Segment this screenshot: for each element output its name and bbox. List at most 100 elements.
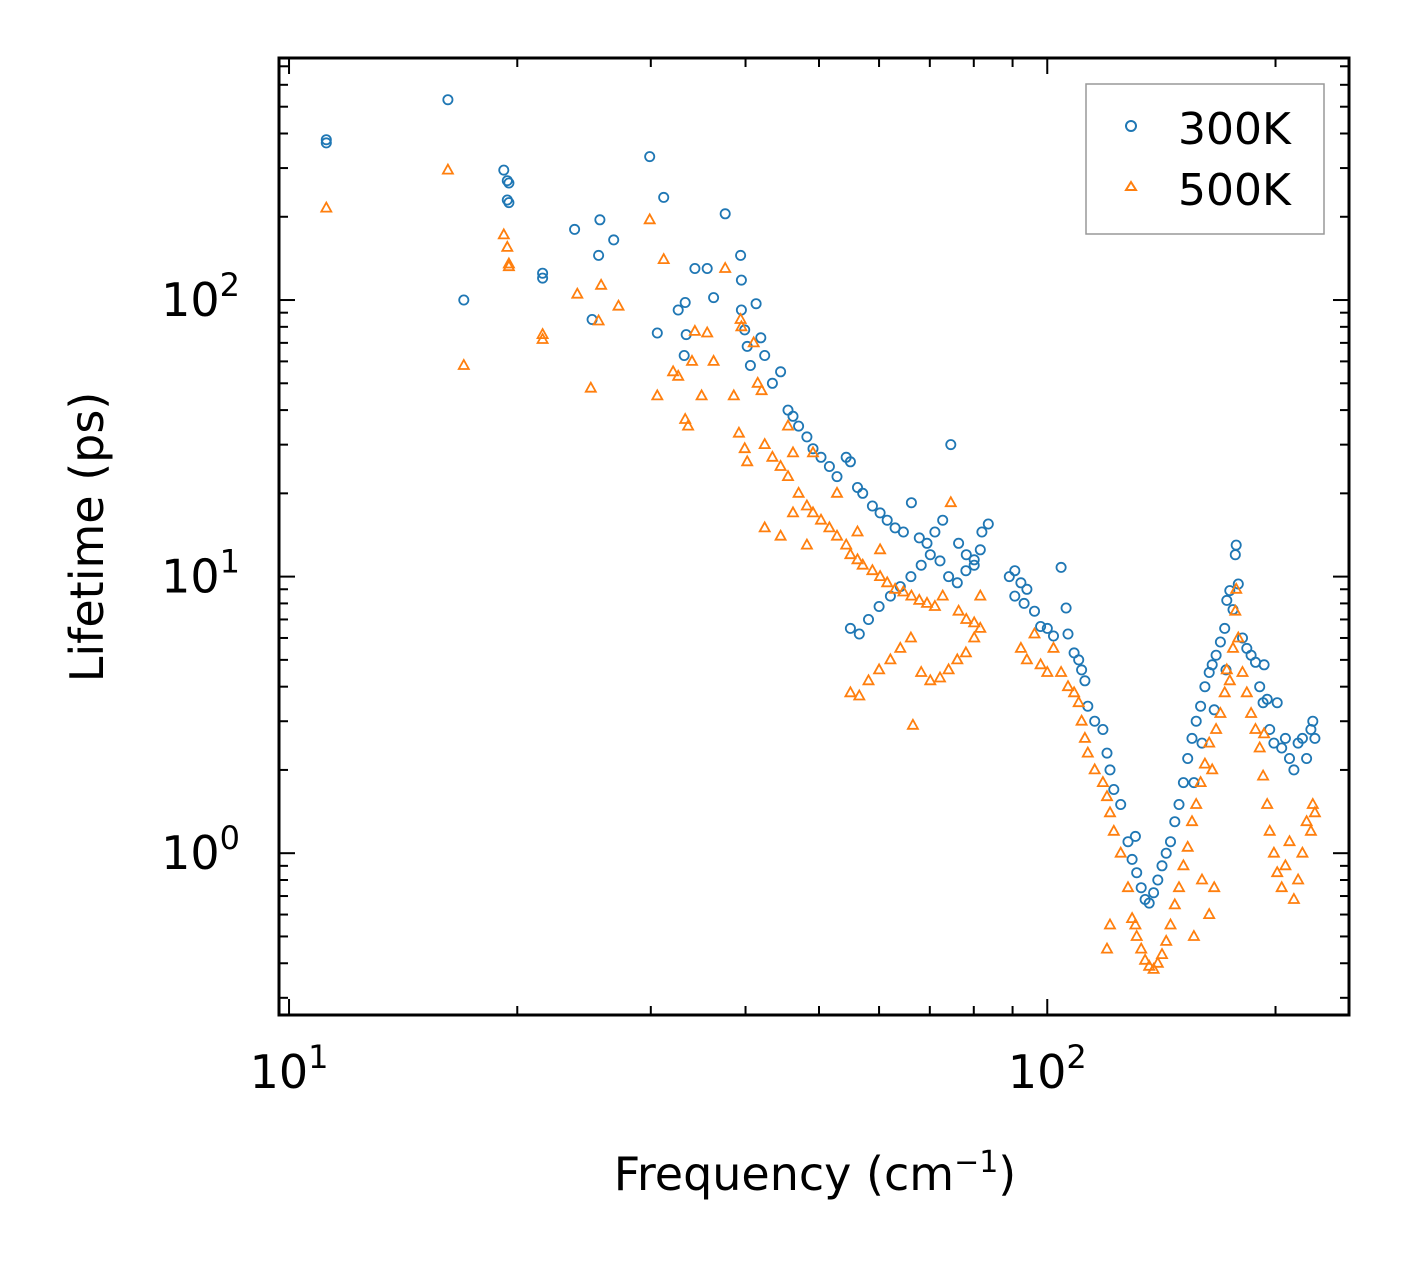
point-300k	[1156, 860, 1168, 872]
point-500k	[727, 388, 741, 401]
point-500k	[1223, 673, 1237, 686]
point-500k	[1282, 834, 1297, 847]
point-500k	[1209, 722, 1223, 734]
point-500k	[688, 324, 702, 336]
point-500k	[1207, 880, 1221, 893]
y-tick-label: 100	[161, 819, 240, 880]
point-500k	[611, 298, 626, 311]
point-300k	[644, 151, 656, 163]
point-300k	[951, 577, 963, 589]
point-500k	[1231, 630, 1245, 643]
point-300k	[1148, 887, 1160, 899]
point-300k	[442, 94, 454, 106]
point-500k	[1306, 797, 1320, 809]
point-500k	[814, 512, 828, 525]
x-tick-label: 101	[250, 1038, 329, 1099]
y-axis-label: Lifetime (ps)	[60, 392, 114, 683]
point-500k	[765, 449, 779, 462]
point-500k	[786, 445, 800, 458]
point-300k	[1214, 636, 1226, 648]
point-500k	[852, 688, 866, 701]
point-300k	[608, 234, 620, 246]
point-300k	[1206, 659, 1218, 671]
point-500k	[1176, 858, 1190, 871]
point-500k	[830, 528, 844, 541]
point-500k	[1195, 872, 1209, 885]
point-500k	[1300, 814, 1314, 827]
point-500k	[1213, 706, 1227, 718]
point-500k	[1198, 756, 1212, 769]
point-500k	[942, 662, 956, 675]
point-500k	[707, 354, 721, 366]
x-tick-label: 102	[1008, 1038, 1087, 1099]
point-300k	[320, 137, 332, 149]
point-300k	[537, 272, 549, 284]
y-tick-label: 101	[161, 543, 240, 604]
point-500k	[923, 673, 937, 686]
point-500k	[883, 652, 897, 665]
point-500k	[502, 256, 516, 269]
point-500k	[1107, 823, 1121, 836]
point-500k	[1027, 626, 1042, 639]
point-500k	[502, 259, 516, 272]
point-500k	[967, 615, 981, 628]
point-500k	[1138, 952, 1152, 965]
point-500k	[738, 441, 752, 454]
point-500k	[1103, 805, 1117, 818]
point-500k	[747, 335, 761, 348]
point-500k	[1163, 917, 1178, 930]
point-300k	[1062, 628, 1074, 640]
point-500k	[1125, 911, 1139, 923]
point-500k	[1235, 665, 1250, 677]
point-500k	[740, 454, 754, 467]
point-300k	[1173, 799, 1185, 811]
point-500k	[839, 537, 853, 550]
point-300k	[801, 431, 813, 443]
point-500k	[734, 319, 748, 332]
point-300k	[1224, 585, 1236, 597]
point-300k	[1048, 630, 1060, 642]
point-300k	[844, 456, 856, 468]
point-500k	[952, 603, 966, 616]
point-500k	[681, 418, 695, 431]
point-500k	[861, 673, 876, 686]
point-300k	[775, 366, 787, 378]
point-300k	[1160, 847, 1172, 859]
point-300k	[1009, 565, 1021, 577]
point-300k	[658, 191, 670, 203]
point-500k	[1096, 775, 1110, 787]
point-500k	[1078, 731, 1092, 743]
point-300k	[982, 518, 994, 530]
point-500k	[781, 469, 795, 482]
point-300k	[679, 296, 691, 308]
point-500k	[830, 485, 844, 498]
point-300k	[976, 526, 988, 538]
series-500k	[319, 162, 1322, 974]
point-300k	[1035, 621, 1047, 633]
point-500k	[1260, 797, 1274, 809]
point-300k	[1229, 549, 1241, 561]
point-300k	[1003, 571, 1015, 583]
point-500k	[806, 445, 820, 458]
point-500k	[1287, 892, 1301, 904]
point-300k	[1268, 737, 1280, 749]
point-500k	[1088, 762, 1102, 775]
point-300k	[750, 298, 762, 310]
point-500k	[536, 332, 550, 344]
point-500k	[695, 388, 709, 401]
point-500k	[1040, 665, 1054, 677]
point-300k	[1296, 732, 1308, 744]
point-300k	[1199, 681, 1211, 693]
point-500k	[500, 240, 514, 252]
point-500k	[843, 547, 857, 560]
point-500k	[592, 313, 606, 326]
point-300k	[1279, 732, 1291, 744]
point-500k	[657, 252, 671, 265]
point-500k	[1244, 706, 1258, 718]
point-300k	[937, 514, 949, 526]
point-300k	[678, 349, 690, 361]
point-500k	[1187, 929, 1201, 941]
point-500k	[678, 412, 692, 424]
point-300k	[1089, 715, 1101, 727]
point-500k	[1142, 958, 1156, 971]
